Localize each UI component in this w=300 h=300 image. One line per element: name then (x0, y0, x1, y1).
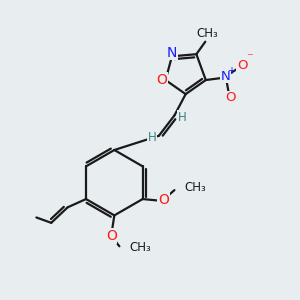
Text: CH₃: CH₃ (130, 241, 152, 254)
Text: H: H (177, 110, 186, 124)
Text: O: O (237, 59, 247, 72)
Text: O: O (158, 193, 169, 207)
Text: O: O (225, 92, 236, 104)
Text: CH₃: CH₃ (185, 181, 207, 194)
Text: CH₃: CH₃ (196, 27, 218, 40)
Text: H: H (148, 131, 157, 144)
Text: O: O (156, 73, 167, 87)
Text: O: O (106, 229, 117, 243)
Text: +: + (227, 66, 235, 76)
Text: ⁻: ⁻ (247, 52, 253, 64)
Text: N: N (221, 70, 231, 83)
Text: N: N (167, 46, 177, 60)
